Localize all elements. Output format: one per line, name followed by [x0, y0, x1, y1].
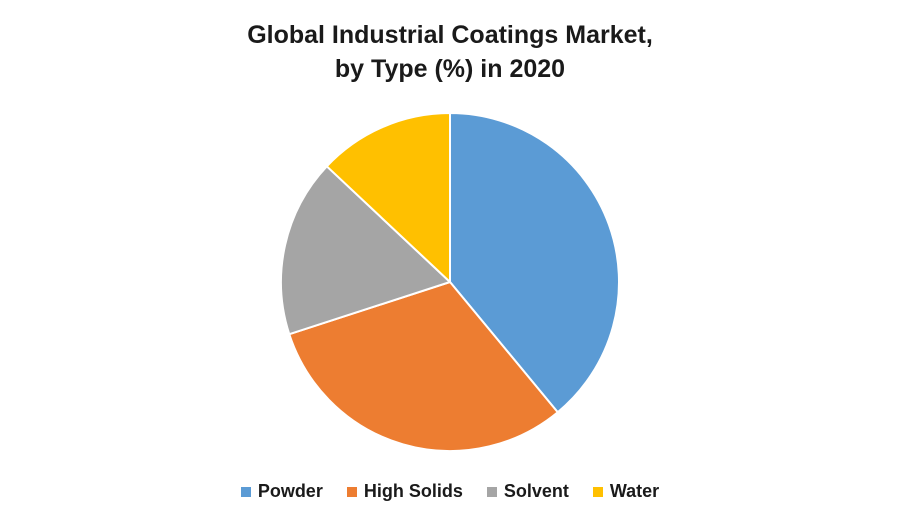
chart-title-line-1: Global Industrial Coatings Market,: [247, 21, 653, 49]
legend-label-solvent: Solvent: [503, 481, 569, 501]
chart-title-line-2: by Type (%) in 2020: [334, 55, 566, 83]
legend-swatch-powder: [240, 486, 251, 497]
pie-slice-high-solids: [288, 281, 559, 453]
legend-label-water: Water: [609, 481, 660, 501]
legend-item-water: Water: [592, 481, 660, 502]
legend-swatch-high-solids: [346, 486, 357, 497]
legend-label-powder: Powder: [257, 481, 323, 501]
legend-item-high-solids: High Solids: [346, 481, 463, 502]
pie-slice-water: [325, 112, 451, 283]
legend-label-high-solids: High Solids: [363, 481, 463, 501]
legend-item-powder: Powder: [240, 481, 323, 502]
pie-slice-solvent: [280, 165, 451, 336]
pie-slice-powder: [449, 112, 621, 414]
legend: Powder High Solids Solvent Water: [0, 481, 900, 502]
legend-item-solvent: Solvent: [486, 481, 569, 502]
pie-slices: [280, 112, 621, 453]
legend-swatch-water: [592, 486, 603, 497]
legend-swatch-solvent: [486, 486, 497, 497]
